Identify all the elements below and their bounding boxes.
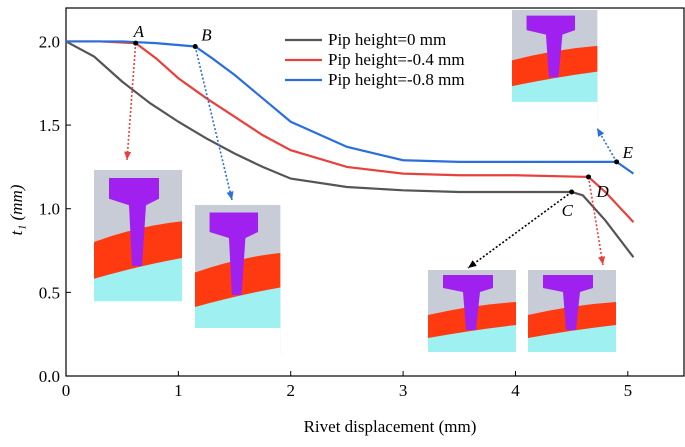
annotation-point [585,174,591,180]
annotation-arrow [467,191,573,269]
arrow-head [598,256,606,265]
legend-label: Pip height=-0.8 mm [328,70,465,89]
annotation-point [133,40,139,46]
legend-label: Pip height=-0.4 mm [328,50,465,69]
annotation-point [569,189,575,195]
line [66,40,635,175]
arrow-head [124,151,132,160]
annotation-arrow [126,43,137,161]
inset-a [94,170,182,330]
y-tick-label: 0.0 [39,367,60,386]
annotation-label: E [622,143,634,162]
y-axis-label: t₁ (mm) [7,184,26,235]
annotation-label: C [562,201,574,220]
axes-frame [65,7,685,377]
y-tick-label: 0.5 [39,283,60,302]
x-tick-label: 4 [511,381,520,400]
y-tick-label: 1.5 [39,116,60,135]
arrow-head [468,260,477,268]
x-tick-label: 3 [399,381,408,400]
inset-c [428,270,516,370]
inset-d [528,270,616,370]
x-tick-label: 2 [286,381,295,400]
x-tick-label: 5 [624,381,633,400]
annotation-point [192,43,198,49]
y-tick-label: 2.0 [39,32,60,51]
inset-e [512,10,598,122]
annotation-label: B [201,25,212,44]
arrow-head [226,191,234,200]
annotation-label: A [133,22,145,41]
annotation-label: D [595,182,609,201]
line [65,40,635,258]
y-tick-label: 1.0 [39,200,60,219]
annotation-point [614,159,620,165]
legend-label: Pip height=0 mm [328,30,446,49]
x-axis-label: Rivet displacement (mm) [304,417,477,436]
x-tick-label: 1 [174,381,183,400]
x-tick-label: 0 [62,381,71,400]
arrow-head [597,128,605,137]
inset-b [195,205,281,355]
annotation-arrow [587,176,604,266]
line [66,40,635,223]
